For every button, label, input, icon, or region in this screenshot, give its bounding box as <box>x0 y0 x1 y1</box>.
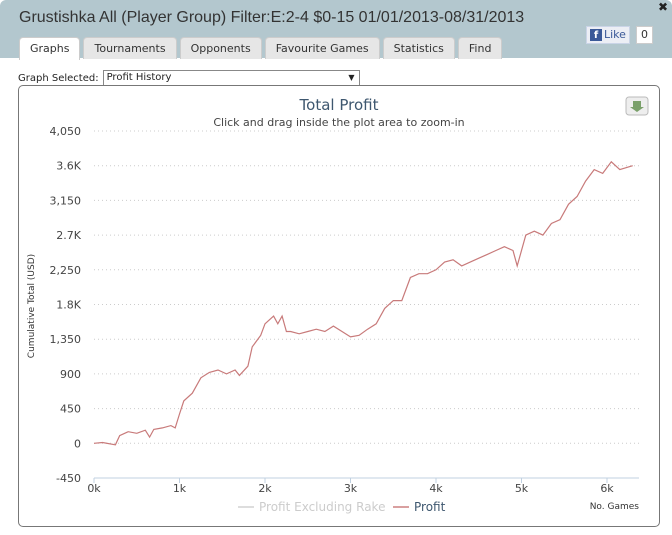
legend-item-profit-excluding-rake[interactable]: Profit Excluding Rake <box>238 500 385 514</box>
x-tick-label: 2k <box>258 482 272 495</box>
x-axis-label: No. Games <box>590 502 640 512</box>
tab-find[interactable]: Find <box>457 37 503 59</box>
download-button[interactable] <box>625 96 649 116</box>
x-tick-label: 5k <box>515 482 529 495</box>
window-title: Grustishka All (Player Group) Filter:E:2… <box>19 9 525 26</box>
legend-label: Profit <box>414 500 446 514</box>
graph-select-row: Graph Selected: Profit History ▼ <box>18 70 360 86</box>
x-tick-label: 6k <box>600 482 614 495</box>
chevron-down-icon: ▼ <box>348 73 355 82</box>
facebook-like-button[interactable]: f Like <box>586 26 630 44</box>
download-icon <box>630 101 644 112</box>
y-tick-label: 900 <box>60 368 81 381</box>
graph-select[interactable]: Profit History ▼ <box>102 70 360 86</box>
window-header: Grustishka All (Player Group) Filter:E:2… <box>0 0 672 60</box>
y-tick-label: 450 <box>60 403 81 416</box>
y-tick-label: 1,350 <box>50 333 82 346</box>
graph-select-value: Profit History <box>106 72 172 83</box>
x-tick-label: 4k <box>429 482 443 495</box>
tab-opponents[interactable]: Opponents <box>179 37 262 59</box>
y-tick-label: -450 <box>56 472 81 485</box>
y-tick-label: 2,250 <box>50 264 82 277</box>
tab-statistics[interactable]: Statistics <box>382 37 455 59</box>
y-axis-label: Cumulative Total (USD) <box>27 254 37 358</box>
y-tick-label: 0 <box>74 437 81 450</box>
like-count: 0 <box>635 26 653 44</box>
legend-label: Profit Excluding Rake <box>259 500 385 514</box>
close-icon[interactable]: ✖ <box>657 0 668 14</box>
y-tick-label: 2.7K <box>56 229 81 242</box>
x-tick-label: 3k <box>344 482 358 495</box>
y-tick-label: 3,150 <box>50 194 82 207</box>
profit-chart[interactable]: Total Profit Click and drag inside the p… <box>19 86 659 526</box>
tab-bar: Graphs Tournaments Opponents Favourite G… <box>19 37 503 60</box>
y-tick-label: 1.8K <box>56 299 81 312</box>
y-tick-label: 3.6K <box>56 160 81 173</box>
like-label: Like <box>604 28 626 41</box>
tab-tournaments[interactable]: Tournaments <box>83 37 177 59</box>
legend-item-profit[interactable]: Profit <box>393 500 446 514</box>
facebook-like: f Like 0 <box>586 26 653 44</box>
x-tick-label: 0k <box>87 482 101 495</box>
series-line-profit <box>93 160 633 446</box>
facebook-icon: f <box>590 29 602 41</box>
chart-subtitle: Click and drag inside the plot area to z… <box>213 116 464 129</box>
y-tick-label: 4,050 <box>50 125 82 138</box>
x-tick-label: 1k <box>173 482 187 495</box>
chart-title: Total Profit <box>299 96 379 114</box>
graph-select-label: Graph Selected: <box>18 72 99 84</box>
tab-graphs[interactable]: Graphs <box>19 37 81 60</box>
tab-favourite-games[interactable]: Favourite Games <box>264 37 380 59</box>
legend: Profit Excluding Rake Profit <box>238 500 446 514</box>
chart-panel: Total Profit Click and drag inside the p… <box>18 85 660 527</box>
